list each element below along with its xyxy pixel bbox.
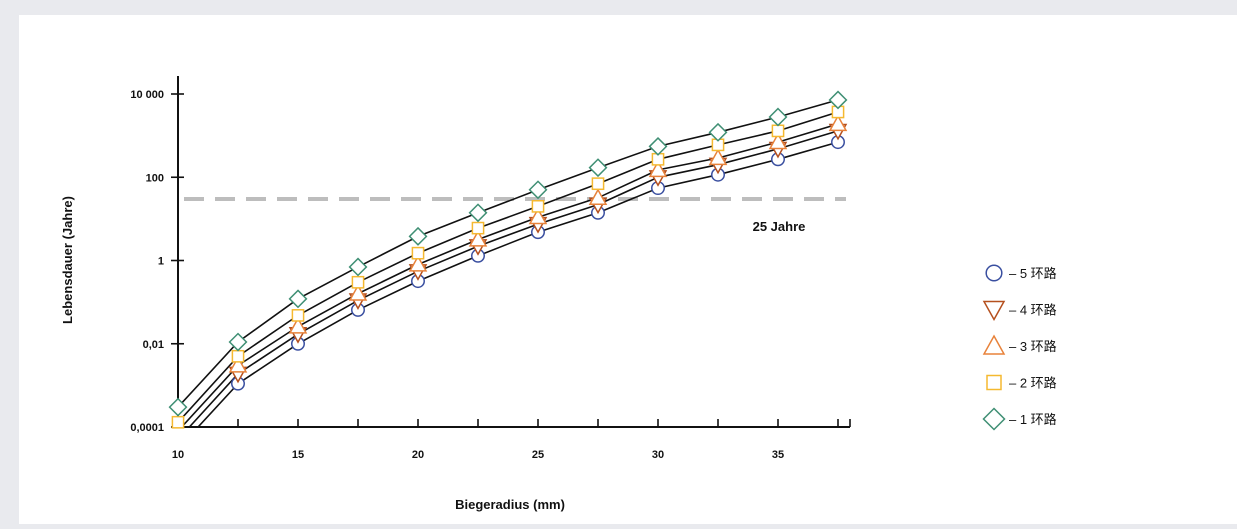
legend-label: – 1 环路 [1009, 412, 1057, 427]
y-axis-title: Lebensdauer (Jahre) [60, 196, 75, 324]
legend-item: – 4 环路 [982, 300, 1057, 322]
data-point-triangle-up [708, 148, 728, 166]
data-point-triangle-up [648, 160, 668, 178]
markers-group [168, 90, 848, 429]
data-point-diamond [588, 158, 608, 178]
legend-marker-triangle-down [982, 300, 1006, 322]
data-point-square [771, 124, 785, 138]
chart-panel: 25 Jahre 0,0001 0,01 1 100 10 000 10 15 20 25 30 3… [19, 15, 1237, 524]
data-point-diamond [828, 90, 848, 110]
axes-group: 0,0001 0,01 1 100 10 000 10 15 20 25 30 35 [130, 76, 851, 461]
data-point-triangle-up [408, 254, 428, 272]
data-point-square [411, 246, 425, 260]
legend-label: – 3 环路 [1009, 339, 1057, 354]
data-point-square [171, 415, 185, 429]
data-point-triangle-up [468, 229, 488, 247]
legend-item: – 3 环路 [982, 334, 1057, 355]
legend-label: – 4 环路 [1009, 303, 1057, 318]
data-point-diamond [288, 289, 308, 309]
data-point-triangle-up [528, 207, 548, 225]
legend-item: – 1 环路 [982, 407, 1057, 431]
data-point-square [591, 177, 605, 191]
data-point-square [231, 349, 245, 363]
data-point-square [471, 221, 485, 235]
legend-marker-diamond [982, 407, 1006, 431]
series-line [178, 99, 839, 408]
data-point-square [531, 199, 545, 213]
legend-label: – 5 环路 [1009, 266, 1057, 281]
x-tick-label: 10 [172, 449, 184, 461]
reference-line-label: 25 Jahre [753, 219, 806, 234]
data-point-triangle-up [768, 132, 788, 150]
x-tick-label: 30 [652, 449, 664, 461]
chart-svg: 25 Jahre 0,0001 0,01 1 100 10 000 10 15 20 25 30 3… [60, 76, 1057, 512]
data-point-square [291, 309, 305, 322]
legend-item: – 2 环路 [986, 374, 1057, 391]
data-point-triangle-up [348, 284, 368, 301]
series-line [178, 111, 839, 423]
x-tick-label: 15 [292, 449, 304, 461]
y-tick-label: 0,01 [143, 339, 164, 351]
data-point-triangle-up [828, 114, 848, 132]
y-tick-label: 10 000 [130, 89, 164, 101]
x-tick-label: 25 [532, 449, 544, 461]
legend: – 5 环路 – 4 环路 – 3 环路 – 2 环路 – 1 环路 [982, 264, 1057, 431]
legend-label: – 2 环路 [1009, 376, 1057, 391]
legend-marker-triangle-up [982, 334, 1006, 355]
data-point-triangle-up [228, 355, 248, 373]
data-point-triangle-up [588, 188, 608, 205]
data-point-triangle-up [288, 316, 308, 334]
y-tick-label: 0,0001 [130, 422, 164, 434]
data-point-diamond [228, 332, 248, 352]
reference-line-group: 25 Jahre [184, 197, 846, 234]
legend-item: – 5 环路 [985, 264, 1057, 282]
y-tick-label: 100 [146, 172, 164, 184]
x-axis-title: Biegeradius (mm) [455, 497, 565, 512]
data-point-diamond [648, 136, 668, 156]
x-tick-label: 35 [772, 449, 784, 461]
data-point-square [351, 275, 365, 289]
series-line [197, 141, 839, 427]
series-line [180, 123, 839, 427]
series-lines-group [178, 99, 839, 427]
series-line [188, 130, 839, 427]
y-tick-label: 1 [158, 256, 164, 268]
data-point-diamond [528, 180, 548, 200]
data-point-diamond [768, 107, 788, 127]
data-point-diamond [708, 122, 728, 142]
data-point-diamond [168, 397, 188, 417]
x-tick-label: 20 [412, 449, 424, 461]
data-point-diamond [348, 257, 368, 277]
data-point-diamond [468, 203, 488, 223]
legend-marker-square [986, 374, 1002, 391]
legend-marker-circle [985, 264, 1003, 282]
data-point-diamond [408, 226, 428, 246]
